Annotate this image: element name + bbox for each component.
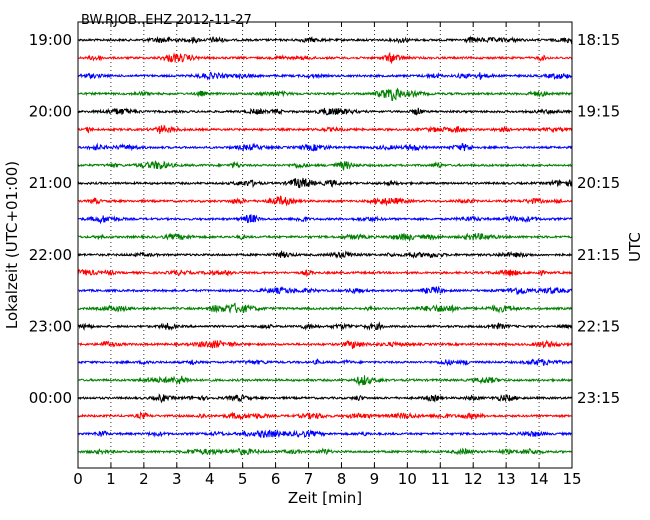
trace-line: [77, 51, 573, 65]
seismogram-traces: [77, 35, 573, 456]
plot-frame: [77, 21, 573, 469]
trace-line: [77, 195, 573, 207]
trace-line: [77, 268, 573, 278]
trace-line: [77, 177, 573, 189]
x-tick-label: 5: [238, 470, 248, 488]
x-tick-label: 2: [139, 470, 149, 488]
left-axis-ticks: 19:00 20:00 21:00 22:00 23:00 00:00: [29, 31, 83, 407]
trace-line: [77, 429, 573, 439]
right-axis-label: UTC: [626, 232, 644, 262]
x-tick-label: 14: [530, 470, 549, 488]
trace-line: [77, 160, 573, 171]
trace-line: [77, 302, 573, 314]
x-tick-label: 12: [464, 470, 483, 488]
trace-line: [77, 35, 573, 45]
trace-line: [77, 142, 573, 152]
x-tick-label: 4: [205, 470, 215, 488]
left-hour-label: 23:00: [29, 317, 72, 335]
trace-line: [77, 285, 573, 295]
trace-line: [77, 321, 573, 332]
right-hour-label: 23:15: [577, 389, 620, 407]
x-tick-label: 3: [172, 470, 182, 488]
trace-line: [77, 393, 573, 404]
trace-line: [77, 411, 573, 421]
trace-line: [77, 87, 573, 102]
trace-line: [77, 375, 573, 387]
trace-line: [77, 250, 573, 260]
x-tick-label: 15: [562, 470, 581, 488]
trace-line: [77, 339, 573, 350]
right-axis-ticks: 18:15 19:15 20:15 21:15 22:15 23:15: [567, 31, 620, 407]
left-hour-label: 21:00: [29, 174, 72, 192]
x-tick-label: 13: [497, 470, 516, 488]
trace-line: [77, 124, 573, 135]
x-tick-label: 6: [271, 470, 281, 488]
x-tick-label: 11: [431, 470, 450, 488]
right-hour-label: 20:15: [577, 174, 620, 192]
right-hour-label: 21:15: [577, 246, 620, 264]
trace-line: [77, 107, 573, 116]
right-hour-label: 18:15: [577, 31, 620, 49]
trace-line: [77, 447, 573, 456]
x-axis-label: Zeit [min]: [288, 489, 362, 507]
x-tick-label: 0: [73, 470, 83, 488]
left-hour-label: 20:00: [29, 103, 72, 121]
left-hour-label: 19:00: [29, 31, 72, 49]
right-hour-label: 19:15: [577, 103, 620, 121]
trace-line: [77, 71, 573, 81]
left-hour-label: 00:00: [29, 389, 72, 407]
left-hour-label: 22:00: [29, 246, 72, 264]
trace-line: [77, 358, 573, 367]
grid-lines: [110, 22, 540, 468]
trace-line: [77, 214, 573, 225]
left-axis-label: Lokalzeit (UTC+01:00): [3, 161, 21, 329]
x-tick-label: 10: [398, 470, 417, 488]
x-tick-label: 8: [337, 470, 347, 488]
trace-line: [77, 232, 573, 242]
x-axis-ticks: 0 1 2 3 4 5 6 7 8 9 10 11 12 13 14 15: [73, 22, 582, 488]
x-tick-label: 7: [304, 470, 314, 488]
chart-title: BW.RJOB..EHZ 2012-11-27: [81, 13, 252, 28]
right-hour-label: 22:15: [577, 317, 620, 335]
x-tick-label: 1: [106, 470, 116, 488]
x-tick-label: 9: [370, 470, 380, 488]
